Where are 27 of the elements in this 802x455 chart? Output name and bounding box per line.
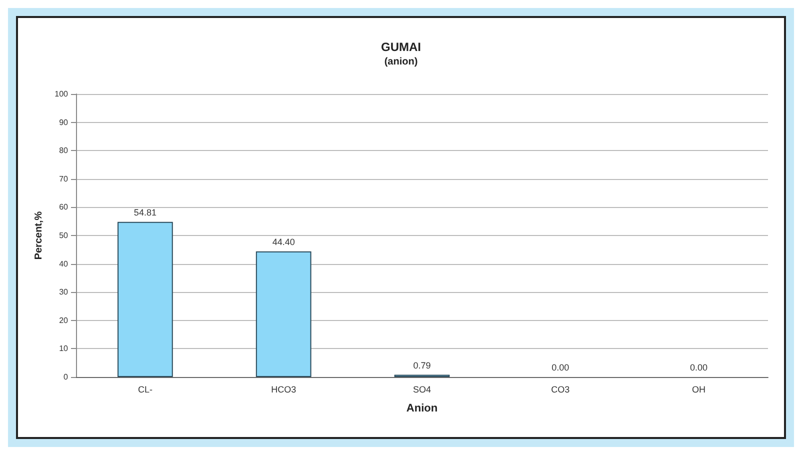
data-label: 54.81 bbox=[134, 207, 156, 218]
bar bbox=[118, 222, 173, 377]
x-tick-label: HCO3 bbox=[271, 384, 296, 394]
y-tick-label: 60 bbox=[59, 202, 69, 212]
y-tick-label: 90 bbox=[59, 118, 69, 127]
x-tick-label: OH bbox=[692, 384, 706, 394]
y-tick-label: 0 bbox=[64, 372, 69, 382]
x-tick-label: CO3 bbox=[551, 384, 570, 394]
x-tick-label: SO4 bbox=[412, 384, 432, 394]
bar bbox=[256, 251, 312, 377]
y-tick-label: 10 bbox=[59, 344, 69, 354]
y-tick-label: 30 bbox=[59, 288, 69, 297]
data-label: 0.00 bbox=[690, 362, 708, 372]
y-axis-title: Percent,% bbox=[33, 211, 44, 260]
chart-subtitle: (anion) bbox=[384, 56, 418, 68]
y-tick-label: 20 bbox=[59, 316, 69, 325]
chart-title: GUMAI bbox=[381, 40, 421, 54]
data-label: 0.00 bbox=[552, 362, 570, 372]
x-tick-label: CL- bbox=[138, 384, 152, 394]
data-label: 44.40 bbox=[272, 236, 295, 247]
x-axis-title: Anion bbox=[406, 402, 438, 414]
y-tick-label: 80 bbox=[59, 146, 69, 156]
data-label: 0.79 bbox=[413, 360, 431, 370]
y-tick-label: 50 bbox=[59, 231, 69, 240]
y-tick-label: 100 bbox=[54, 90, 69, 98]
y-tick-label: 40 bbox=[59, 259, 69, 268]
y-tick-label: 70 bbox=[59, 174, 69, 184]
